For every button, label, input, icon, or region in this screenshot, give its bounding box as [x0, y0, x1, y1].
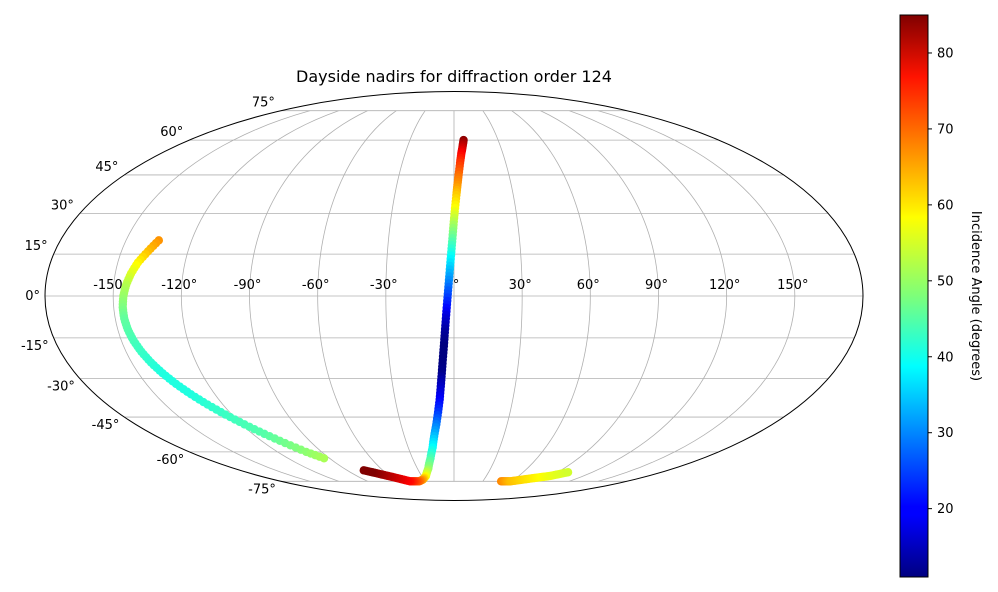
meridian-gridline [511, 110, 591, 482]
lon-tick-label: -30° [370, 278, 398, 293]
colorbar-ticks: 20 30 40 50 60 70 80 [928, 47, 954, 517]
latitude-tick-labels: 75° 60° 45° 30° 15° 0° -15° -30° -45° -6… [21, 96, 276, 498]
lat-tick-label: 0° [25, 289, 40, 304]
globe-outline [44, 91, 864, 501]
colorbar-gradient [899, 14, 929, 578]
lat-tick-label: -45° [92, 418, 120, 433]
colorbar-tick-label: 70 [937, 122, 954, 137]
colorbar-tick-label: 40 [937, 350, 954, 365]
meridian-gridline [598, 110, 796, 482]
lon-tick-label: 30° [509, 278, 532, 293]
colorbar-tick-label: 80 [937, 47, 954, 62]
colorbar-tick-label: 50 [937, 274, 954, 289]
chart-title: Dayside nadirs for diffraction order 124 [296, 67, 612, 86]
lon-tick-label: 120° [709, 278, 740, 293]
lat-tick-label: 45° [95, 160, 118, 175]
scatter-point [319, 454, 329, 463]
lat-tick-label: 60° [160, 125, 183, 140]
meridian-gridline [317, 110, 397, 482]
lat-tick-label: 75° [252, 96, 275, 111]
lat-tick-label: -15° [21, 339, 49, 354]
meridian-gridline [112, 110, 310, 482]
colorbar-label: Incidence Angle (degrees) [968, 211, 983, 381]
lon-tick-label: 150° [777, 278, 808, 293]
lon-tick-label: 90° [645, 278, 668, 293]
colorbar-tick-label: 30 [937, 426, 954, 441]
meridian-gridline [249, 110, 368, 482]
meridian-gridline [569, 110, 728, 482]
lon-tick-label: -90° [234, 278, 262, 293]
meridian-gridline [540, 110, 659, 482]
lon-tick-label: -60° [302, 278, 330, 293]
lat-tick-label: -30° [47, 380, 75, 395]
scatter-point [359, 466, 368, 475]
colorbar-tick-label: 20 [937, 502, 954, 517]
lat-tick-label: 30° [51, 198, 74, 213]
lat-tick-label: 15° [25, 239, 48, 254]
scatter-points [118, 135, 573, 486]
graticule [45, 110, 863, 482]
lat-tick-label: -60° [157, 453, 185, 468]
longitude-tick-labels: -150° -120° -90° -60° -30° 0° 30° 60° 90… [93, 278, 808, 293]
colorbar: 20 30 40 50 60 70 80 Incidence Angle (de… [899, 14, 983, 578]
meridian-gridline [385, 110, 426, 482]
colorbar-tick-label: 60 [937, 198, 954, 213]
meridian-gridline [482, 110, 523, 482]
lon-tick-label: -120° [161, 278, 197, 293]
lon-tick-label: 60° [577, 278, 600, 293]
lat-tick-label: -75° [248, 482, 276, 497]
scatter-point [563, 468, 573, 477]
lon-tick-label: -150° [93, 278, 129, 293]
